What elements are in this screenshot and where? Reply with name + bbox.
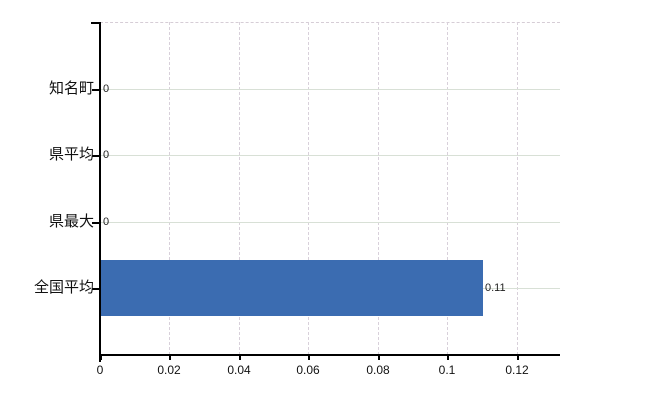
x-axis-tick bbox=[517, 355, 519, 360]
x-tick-label: 0 bbox=[96, 363, 104, 377]
x-tick-label: 0.02 bbox=[157, 363, 181, 377]
x-axis-tick bbox=[447, 355, 449, 360]
x-tick-label: 0.12 bbox=[505, 363, 529, 377]
category-label: 知名町 bbox=[48, 80, 94, 97]
value-label: 0 bbox=[103, 149, 110, 161]
x-tick-label: 0.08 bbox=[366, 363, 390, 377]
y-axis-tick bbox=[92, 155, 100, 157]
horizontal-gridline bbox=[100, 155, 560, 156]
plot-top-border bbox=[100, 22, 560, 23]
category-label: 県平均 bbox=[48, 146, 94, 163]
vertical-gridline bbox=[239, 22, 240, 355]
x-axis-tick bbox=[169, 355, 171, 360]
bar-全国平均 bbox=[101, 260, 483, 316]
value-label: 0 bbox=[103, 83, 110, 95]
y-axis-tick bbox=[92, 288, 100, 290]
vertical-gridline bbox=[447, 22, 448, 355]
vertical-gridline bbox=[169, 22, 170, 355]
x-tick-label: 0.06 bbox=[296, 363, 320, 377]
value-label: 0.11 bbox=[485, 282, 506, 294]
x-axis-tick bbox=[239, 355, 241, 360]
vertical-gridline bbox=[378, 22, 379, 355]
y-axis-tick bbox=[92, 89, 100, 91]
category-label: 県最大 bbox=[48, 213, 94, 230]
value-label: 0 bbox=[103, 216, 110, 228]
vertical-gridline bbox=[308, 22, 309, 355]
x-tick-label: 0.1 bbox=[438, 363, 456, 377]
horizontal-gridline bbox=[100, 89, 560, 90]
y-axis-end-tick bbox=[91, 22, 100, 24]
x-axis-tick bbox=[308, 355, 310, 360]
x-axis-tick bbox=[100, 355, 102, 360]
y-axis-tick bbox=[92, 222, 100, 224]
x-axis-line bbox=[99, 354, 560, 356]
x-tick-label: 0.04 bbox=[227, 363, 251, 377]
vertical-gridline bbox=[517, 22, 518, 355]
y-axis-line bbox=[99, 22, 101, 362]
category-label: 全国平均 bbox=[33, 279, 94, 296]
horizontal-gridline bbox=[100, 222, 560, 223]
x-axis-tick bbox=[378, 355, 380, 360]
